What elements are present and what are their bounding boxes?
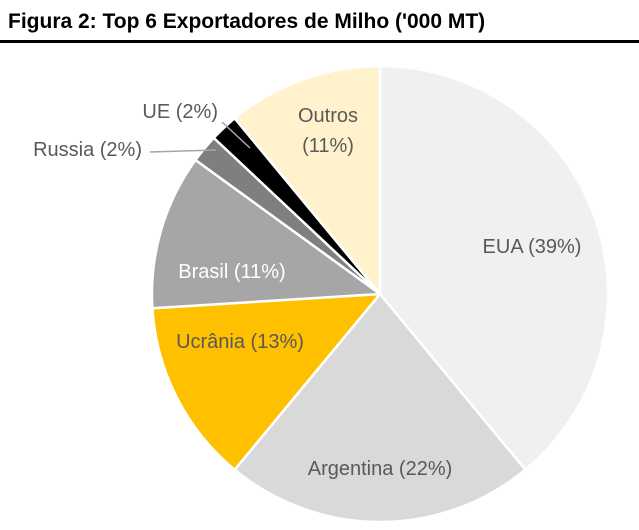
title-rule [0, 40, 639, 43]
label-brasil: Brasil (11%) [178, 261, 285, 283]
label-argentina: Argentina (22%) [308, 458, 453, 480]
label-ue: UE (2%) [142, 101, 218, 123]
pie-slice-outros [233, 64, 382, 296]
label-ucrania: Ucrânia (13%) [176, 331, 304, 353]
chart-header: Figura 2: Top 6 Exportadores de Milho ('… [0, 0, 639, 43]
pie-slice-argentina [233, 292, 527, 524]
ue-leader-line [221, 121, 251, 149]
pie-slice-eua [378, 64, 610, 471]
chart-title: Figura 2: Top 6 Exportadores de Milho ('… [8, 10, 486, 33]
label-outros: Outros (11%) [298, 105, 358, 157]
label-russia: Russia (2%) [33, 139, 142, 161]
russia-leader-line [149, 149, 217, 153]
pie-slice-ucrania [151, 292, 382, 471]
pie-chart-svg: EUA (39%) Argentina (22%) Ucrânia (13%) Bra… [33, 64, 610, 524]
label-eua: EUA (39%) [483, 236, 582, 258]
pie-slice-brasil [150, 158, 382, 310]
